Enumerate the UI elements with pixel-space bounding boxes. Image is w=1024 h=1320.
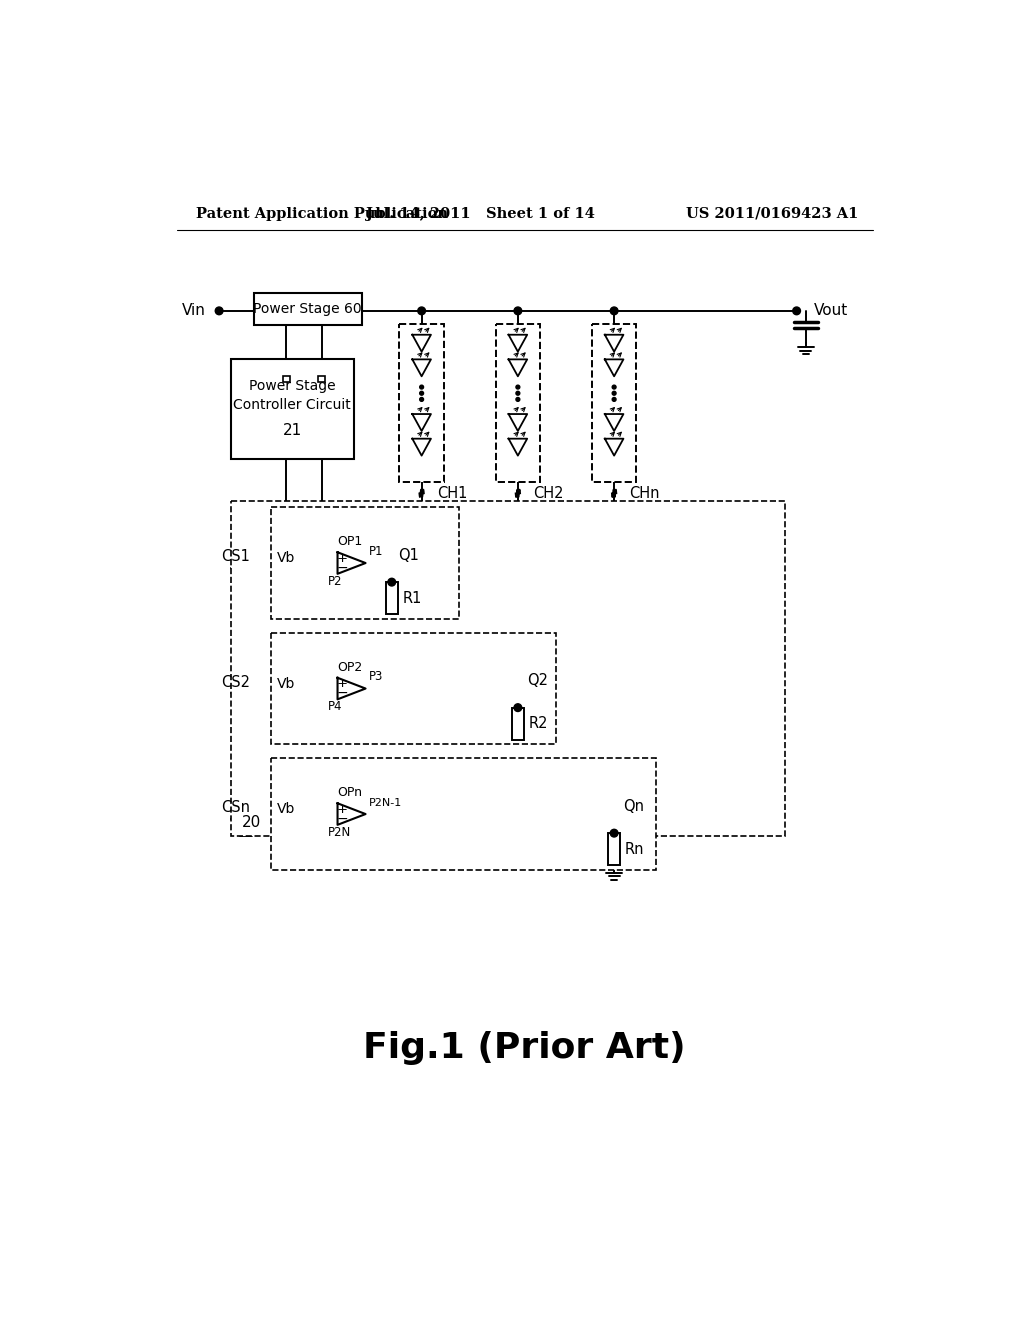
Text: R2: R2: [528, 717, 548, 731]
Text: US 2011/0169423 A1: US 2011/0169423 A1: [686, 207, 858, 220]
Text: −: −: [337, 686, 348, 701]
Text: P4: P4: [328, 701, 342, 713]
Text: OP1: OP1: [337, 536, 362, 548]
Text: CSn: CSn: [221, 800, 250, 816]
Text: 21: 21: [283, 422, 302, 438]
Text: P1: P1: [369, 545, 383, 558]
Polygon shape: [605, 359, 624, 376]
Bar: [270, 507, 460, 619]
Circle shape: [516, 391, 520, 395]
Text: OP2: OP2: [337, 661, 362, 675]
Text: Vb: Vb: [276, 803, 295, 816]
Text: Vout: Vout: [813, 304, 848, 318]
Polygon shape: [605, 414, 624, 430]
Circle shape: [418, 308, 425, 314]
Text: 20: 20: [242, 814, 261, 830]
Circle shape: [612, 385, 616, 389]
Text: +: +: [337, 803, 348, 816]
Text: +: +: [337, 677, 348, 690]
Text: Power Stage: Power Stage: [249, 379, 336, 392]
Text: Patent Application Publication: Patent Application Publication: [196, 207, 449, 220]
Polygon shape: [413, 359, 431, 376]
Circle shape: [215, 308, 223, 314]
Circle shape: [793, 308, 801, 314]
Text: CH1: CH1: [437, 486, 467, 500]
Text: Power Stage 60: Power Stage 60: [253, 302, 361, 317]
Polygon shape: [605, 335, 624, 351]
Bar: [318, 376, 326, 383]
Bar: [512, 708, 524, 741]
Text: Q2: Q2: [527, 673, 548, 688]
Text: Jul. 14, 2011   Sheet 1 of 14: Jul. 14, 2011 Sheet 1 of 14: [367, 207, 595, 220]
Circle shape: [610, 829, 617, 837]
Text: Vb: Vb: [276, 677, 295, 690]
Polygon shape: [509, 414, 527, 430]
Text: CS2: CS2: [221, 675, 250, 690]
Text: P2N: P2N: [328, 826, 351, 840]
Circle shape: [516, 385, 520, 389]
Circle shape: [612, 391, 616, 395]
Polygon shape: [338, 552, 366, 574]
Circle shape: [420, 385, 424, 389]
Text: R1: R1: [402, 591, 422, 606]
Polygon shape: [605, 438, 624, 455]
Bar: [386, 582, 398, 615]
Text: P3: P3: [369, 671, 383, 684]
Text: Fig.1 (Prior Art): Fig.1 (Prior Art): [364, 1031, 686, 1065]
Text: OPn: OPn: [338, 787, 362, 800]
Text: Vin: Vin: [181, 304, 205, 318]
Circle shape: [420, 397, 424, 401]
Bar: [230, 359, 354, 459]
Polygon shape: [413, 438, 431, 455]
Bar: [254, 293, 361, 326]
Text: Q1: Q1: [398, 548, 419, 562]
Bar: [270, 758, 655, 870]
Polygon shape: [509, 359, 527, 376]
Text: Vb: Vb: [276, 552, 295, 565]
Text: −: −: [337, 812, 348, 826]
Bar: [399, 323, 444, 482]
Polygon shape: [413, 414, 431, 430]
Circle shape: [514, 308, 521, 314]
Text: CH2: CH2: [534, 486, 564, 500]
Text: CHn: CHn: [630, 486, 660, 500]
Circle shape: [516, 397, 520, 401]
Text: P2N-1: P2N-1: [369, 797, 401, 808]
Text: +: +: [337, 552, 348, 565]
Text: P2: P2: [328, 576, 342, 587]
Bar: [608, 833, 621, 866]
Circle shape: [514, 704, 521, 711]
Polygon shape: [338, 677, 366, 700]
Polygon shape: [509, 438, 527, 455]
Bar: [270, 632, 556, 744]
Text: Controller Circuit: Controller Circuit: [233, 397, 351, 412]
Polygon shape: [338, 804, 366, 825]
Polygon shape: [413, 335, 431, 351]
Polygon shape: [509, 335, 527, 351]
Circle shape: [612, 397, 616, 401]
Bar: [230, 502, 785, 836]
Circle shape: [388, 578, 395, 586]
Text: Rn: Rn: [625, 842, 644, 857]
Bar: [592, 323, 637, 482]
Bar: [283, 376, 290, 383]
Bar: [496, 323, 541, 482]
Circle shape: [420, 391, 424, 395]
Text: CS1: CS1: [221, 549, 250, 565]
Text: −: −: [337, 561, 348, 574]
Circle shape: [610, 308, 617, 314]
Text: Qn: Qn: [624, 799, 644, 814]
